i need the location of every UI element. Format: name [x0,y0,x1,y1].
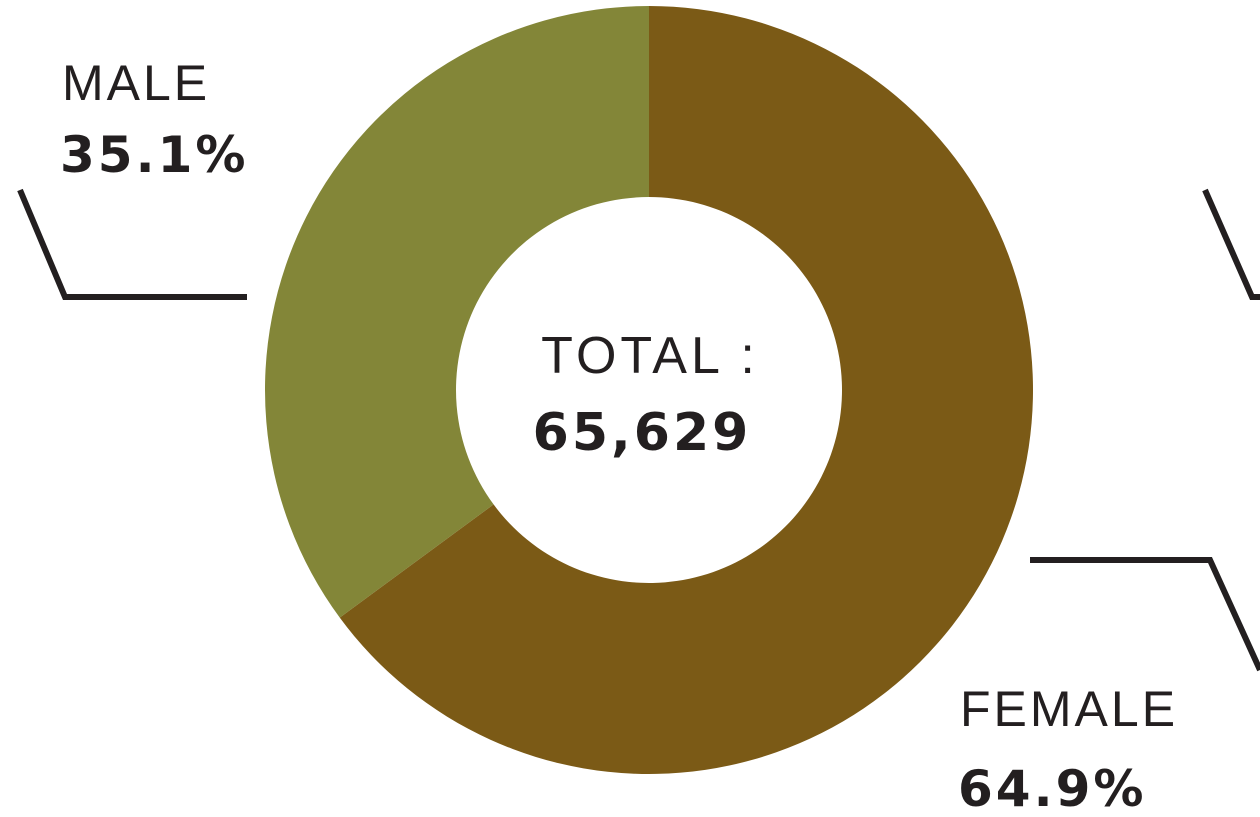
male-percent-label: 35.1% [60,126,248,184]
slice-female [339,6,1033,775]
center-total-label: TOTAL : [541,327,759,385]
female-percent-label: 64.9% [958,760,1146,817]
cropped-leader-line [1202,188,1260,300]
donut-slices [265,6,1033,775]
male-category-label: MALE [62,55,210,111]
slice-male [265,6,649,618]
female-leader-line [1030,557,1260,672]
center-total-value: 65,629 [533,403,752,463]
female-category-label: FEMALE [960,681,1178,737]
male-leader-line [17,188,247,300]
